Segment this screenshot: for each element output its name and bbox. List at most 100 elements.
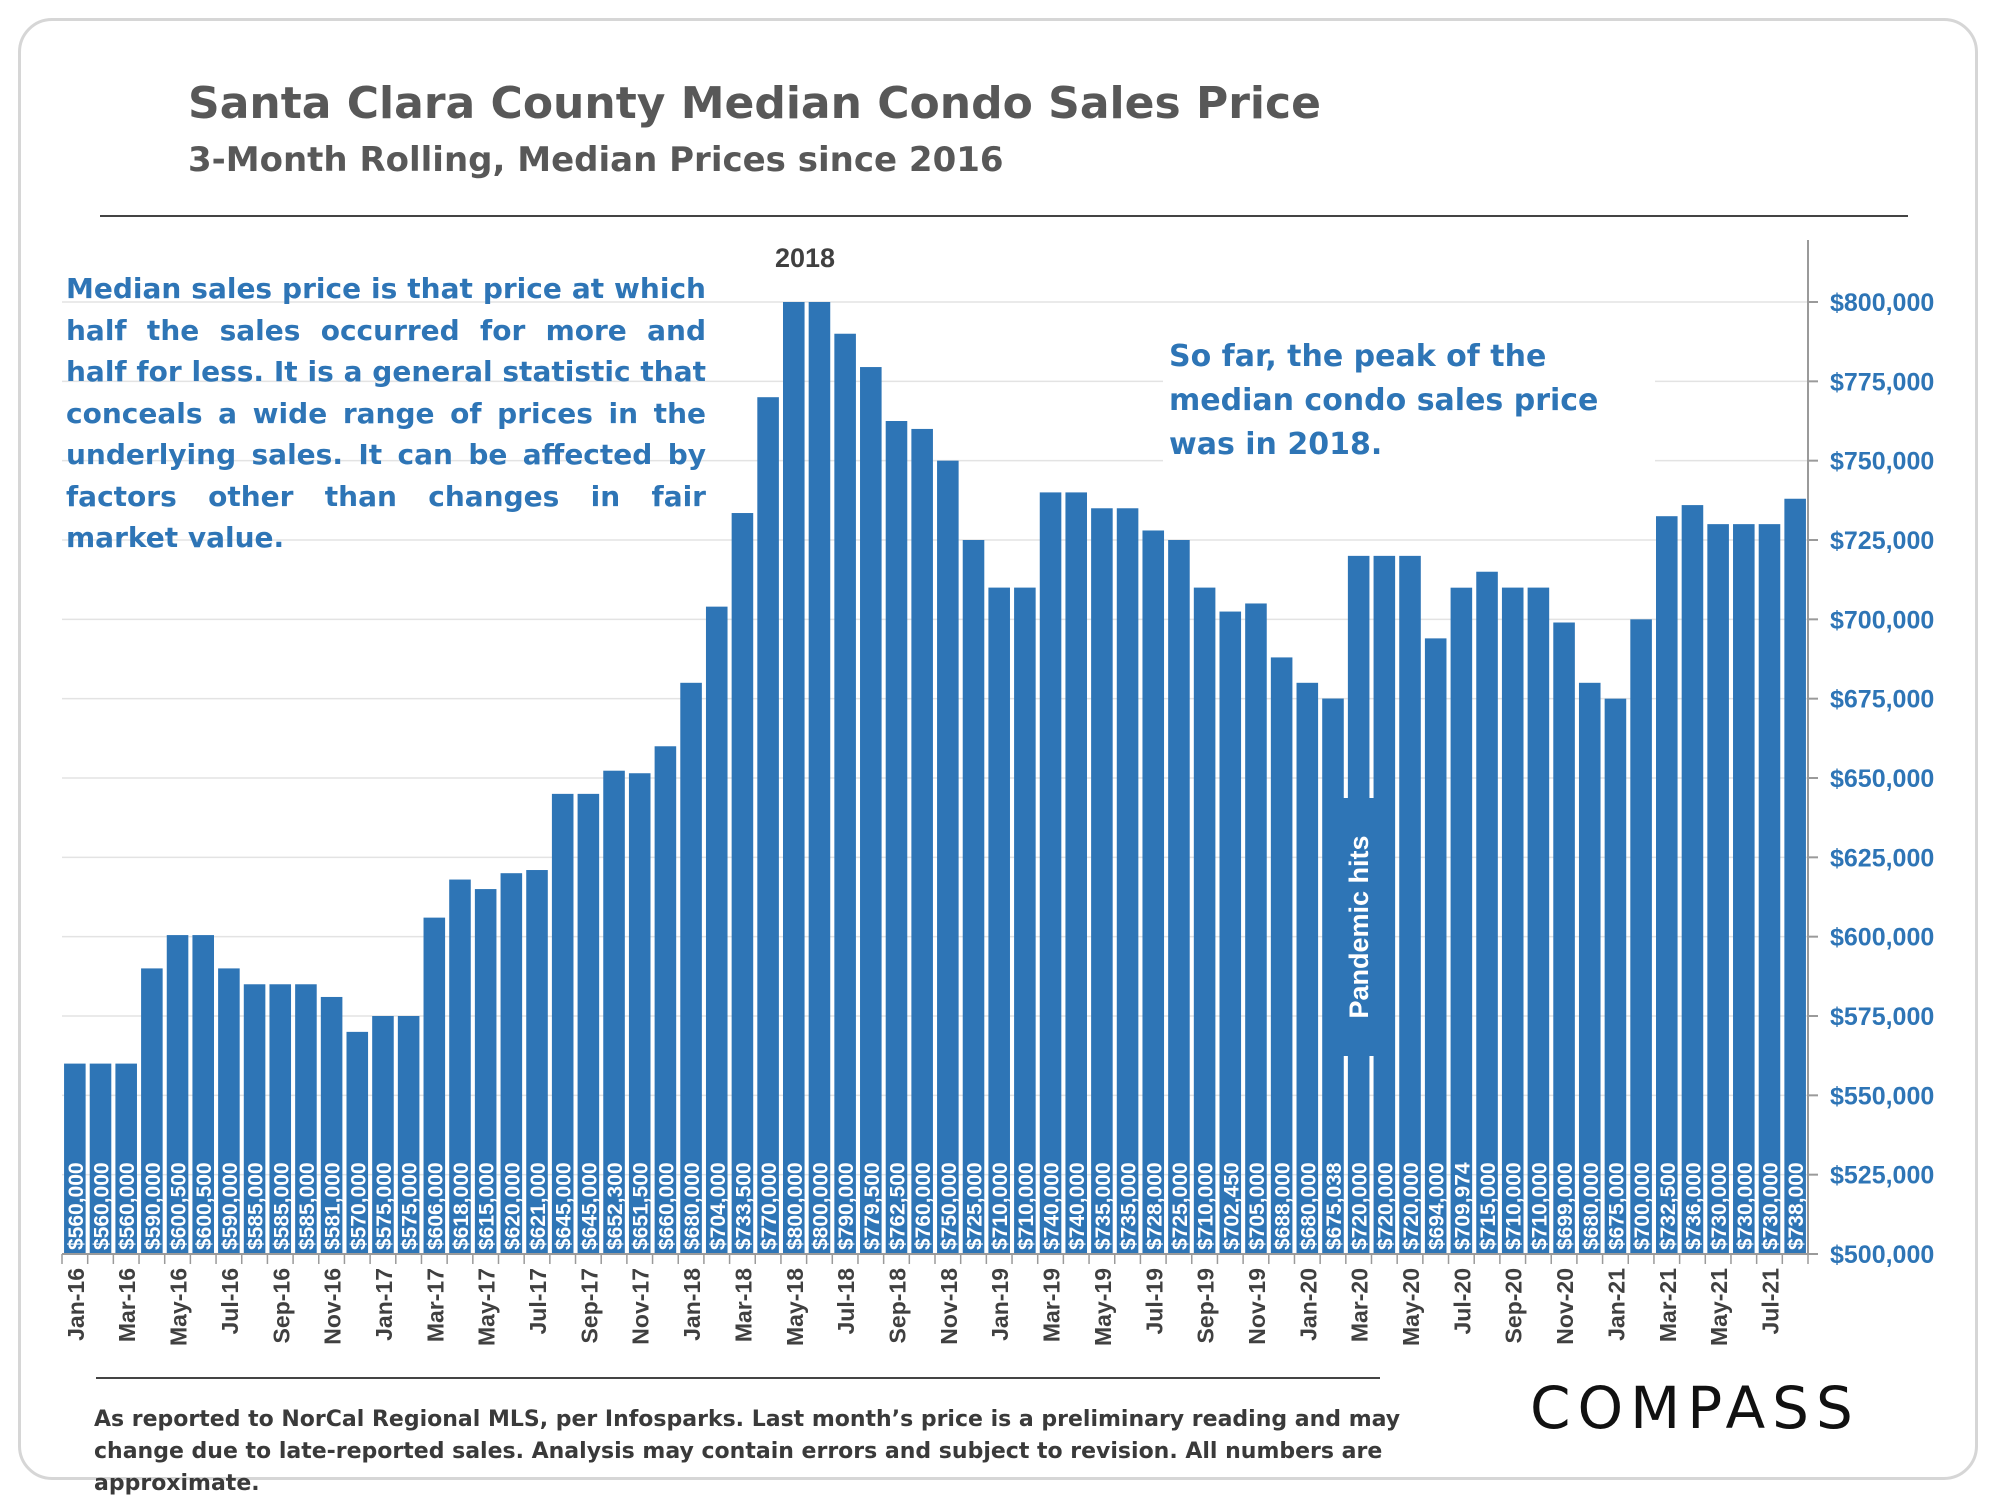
x-tick-labels: Jan-16 Mar-16 May-16 Jul-16 Sep-16 Nov-16 Jan-… xyxy=(63,1268,1784,1346)
y-tick-label: $750,000 xyxy=(1830,448,1934,476)
bar xyxy=(551,793,574,1254)
x-tick-label: Mar-17 xyxy=(422,1268,448,1342)
bar-value-label: $680,000 xyxy=(681,1162,704,1250)
bar xyxy=(526,870,548,1254)
x-tick-label: Sep-18 xyxy=(884,1268,910,1344)
x-tick-label: Nov-18 xyxy=(936,1268,962,1345)
bar-value-label: $738,000 xyxy=(1785,1162,1808,1250)
x-tick-label: Mar-16 xyxy=(114,1268,140,1342)
bar xyxy=(1296,682,1319,1254)
bar xyxy=(166,935,189,1254)
bar-value-label: $699,000 xyxy=(1554,1162,1577,1250)
pandemic-label: Pandemic hits xyxy=(1344,835,1374,1018)
bar xyxy=(64,1063,86,1254)
pandemic-marker: Pandemic hits xyxy=(1341,798,1375,1056)
bar xyxy=(1758,524,1781,1254)
x-tick-label: Jul-16 xyxy=(217,1268,243,1334)
x-tick-label: Nov-16 xyxy=(320,1268,346,1345)
bar-value-label: $645,000 xyxy=(553,1162,576,1250)
x-tick-label: May-20 xyxy=(1398,1268,1424,1346)
bar-value-label: $779,500 xyxy=(861,1162,884,1250)
bar xyxy=(705,606,728,1254)
bar-value-label: $560,000 xyxy=(65,1162,88,1250)
bar-value-label: $645,000 xyxy=(578,1162,601,1250)
bar-value-label: $575,000 xyxy=(399,1162,422,1250)
bar xyxy=(397,1016,420,1254)
bar-value-label: $710,000 xyxy=(1195,1162,1218,1250)
bar xyxy=(1399,555,1421,1254)
x-tick-label: Sep-20 xyxy=(1501,1268,1527,1343)
bar-value-label: $710,000 xyxy=(1015,1162,1038,1250)
x-tick-label: Jan-20 xyxy=(1295,1268,1321,1341)
x-tick-label: Jan-16 xyxy=(63,1268,89,1341)
y-tick-label: $775,000 xyxy=(1830,368,1934,396)
x-tick-label: May-19 xyxy=(1090,1268,1116,1346)
bar-value-label: $709,974 xyxy=(1451,1162,1474,1250)
bar-value-label: $606,000 xyxy=(424,1162,447,1250)
x-tick-label: Nov-17 xyxy=(628,1268,654,1345)
bar-value-label: $720,000 xyxy=(1349,1162,1372,1250)
bar xyxy=(1142,530,1165,1254)
x-tick-label: Nov-20 xyxy=(1552,1268,1578,1345)
bar xyxy=(757,397,779,1254)
bar xyxy=(1630,619,1652,1254)
bar-value-label: $581,000 xyxy=(322,1162,345,1250)
bar xyxy=(1219,611,1242,1254)
bar-value-label: $725,000 xyxy=(964,1162,987,1250)
bar xyxy=(1784,498,1806,1254)
x-tick-label: Jul-20 xyxy=(1449,1268,1475,1334)
bar xyxy=(731,513,754,1254)
bar-value-label: $590,000 xyxy=(142,1162,165,1250)
year-marker-label: 2018 xyxy=(775,243,835,273)
bar xyxy=(320,996,343,1254)
bar xyxy=(1245,603,1267,1254)
bars xyxy=(64,302,1806,1255)
description-annotation: Median sales price is that price at whic… xyxy=(66,272,706,554)
bar xyxy=(577,793,600,1254)
x-tick-label: Jan-19 xyxy=(987,1268,1013,1341)
y-tick-label: $675,000 xyxy=(1830,686,1934,714)
bar-value-label: $704,000 xyxy=(707,1162,730,1250)
bar-value-label: $800,000 xyxy=(809,1162,832,1250)
bar-value-label: $680,000 xyxy=(1297,1162,1320,1250)
x-tick-label: May-17 xyxy=(474,1268,500,1346)
bar-value-label: $710,000 xyxy=(1503,1162,1526,1250)
y-tick-label: $600,000 xyxy=(1830,924,1934,952)
bar-value-label: $560,000 xyxy=(91,1162,114,1250)
y-tick-label: $800,000 xyxy=(1830,289,1934,317)
bar-value-label: $715,000 xyxy=(1477,1162,1500,1250)
x-tick-label: Jul-21 xyxy=(1757,1268,1783,1335)
bar-value-label: $621,000 xyxy=(527,1162,550,1250)
x-tick-label: Mar-21 xyxy=(1655,1268,1681,1342)
y-tick-label: $725,000 xyxy=(1830,527,1934,555)
y-tick-labels: $500,000 $525,000 $550,000 $575,000 $600,000… xyxy=(1830,289,1934,1269)
bar-value-label: $732,500 xyxy=(1657,1162,1680,1250)
x-tick-label: Jul-17 xyxy=(525,1268,551,1334)
bar xyxy=(500,873,523,1254)
bar-value-label: $728,000 xyxy=(1143,1162,1166,1250)
x-tick-label: Jul-19 xyxy=(1141,1268,1167,1334)
bar xyxy=(782,302,805,1254)
bar xyxy=(1707,524,1729,1254)
bar-value-label: $770,000 xyxy=(758,1162,781,1250)
bar-value-label: $710,000 xyxy=(989,1162,1012,1250)
bar xyxy=(269,984,292,1254)
bar xyxy=(654,746,677,1254)
x-tick-label: May-18 xyxy=(782,1268,808,1346)
bar xyxy=(346,1031,369,1254)
bar xyxy=(1681,505,1704,1254)
bar xyxy=(1322,698,1344,1254)
bar xyxy=(962,540,985,1254)
bar-value-label: $740,000 xyxy=(1041,1162,1064,1250)
bar xyxy=(115,1063,137,1254)
bar xyxy=(1527,587,1550,1254)
bar xyxy=(449,879,471,1254)
bar-value-label: $750,000 xyxy=(938,1162,961,1250)
bar-value-label: $725,000 xyxy=(1169,1162,1192,1250)
bar xyxy=(141,968,163,1254)
bar xyxy=(1270,657,1293,1254)
bar xyxy=(423,917,446,1254)
bar-value-label: $600,500 xyxy=(168,1162,191,1250)
bar-value-label: $710,000 xyxy=(1528,1162,1551,1250)
bar-value-label: $585,000 xyxy=(296,1162,319,1250)
